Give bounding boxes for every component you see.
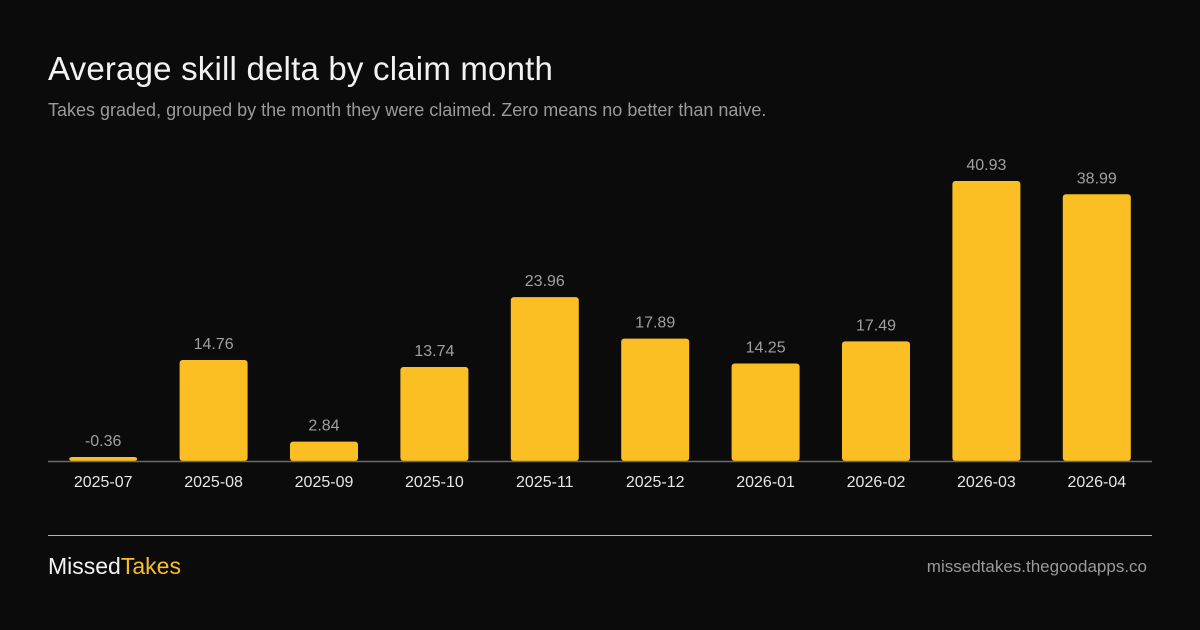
value-label-2025-12: 17.89 — [635, 315, 675, 332]
x-tick-label-2025-12: 2025-12 — [626, 474, 685, 491]
bar-2025-11 — [510, 297, 579, 461]
bar-2025-12 — [621, 338, 690, 461]
value-label-2026-04: 38.99 — [1077, 170, 1117, 187]
bar-2025-07 — [69, 457, 138, 461]
value-label-2025-07: -0.36 — [85, 433, 122, 450]
bars-group — [69, 181, 1131, 462]
brand-logo: MissedTakes — [48, 553, 181, 580]
value-label-2026-01: 14.25 — [746, 340, 786, 357]
value-label-2026-03: 40.93 — [966, 157, 1006, 174]
x-tick-label-2026-04: 2026-04 — [1067, 474, 1126, 491]
bar-2025-10 — [400, 367, 469, 461]
chart-subtitle: Takes graded, grouped by the month they … — [48, 100, 767, 120]
value-label-2025-08: 14.76 — [194, 336, 234, 353]
x-tick-label-2025-11: 2025-11 — [516, 474, 574, 491]
x-tick-label-2026-03: 2026-03 — [957, 474, 1016, 491]
footer-divider — [48, 535, 1152, 536]
value-labels-group: -0.36 14.76 2.84 13.74 23.96 17.89 14.25 17.49 4… — [85, 157, 1117, 450]
bar-2026-01 — [731, 363, 800, 461]
brand-name-second: Takes — [120, 553, 181, 579]
bar-2025-08 — [179, 360, 248, 461]
value-label-2025-11: 23.96 — [525, 273, 565, 290]
value-label-2025-10: 13.74 — [414, 343, 454, 360]
bar-2025-09 — [290, 441, 358, 461]
site-url: missedtakes.thegoodapps.co — [926, 557, 1147, 576]
value-label-2025-09: 2.84 — [308, 418, 339, 435]
x-tick-label-2026-02: 2026-02 — [847, 474, 906, 491]
x-tick-label-2025-09: 2025-09 — [295, 474, 354, 491]
value-label-2026-02: 17.49 — [856, 317, 896, 334]
chart-title: Average skill delta by claim month — [48, 50, 554, 87]
x-tick-label-2026-01: 2026-01 — [736, 474, 795, 491]
x-tick-label-2025-07: 2025-07 — [74, 474, 133, 491]
x-tick-labels-group: 2025-07 2025-08 2025-09 2025-10 2025-11 2025-… — [74, 474, 1126, 491]
x-tick-label-2025-08: 2025-08 — [184, 474, 243, 491]
bar-chart: -0.36 14.76 2.84 13.74 23.96 17.89 14.25 17.49 4… — [48, 157, 1152, 491]
brand-name-first: Missed — [48, 553, 121, 579]
x-tick-label-2025-10: 2025-10 — [405, 474, 464, 491]
bar-2026-03 — [952, 181, 1021, 461]
bar-2026-04 — [1062, 194, 1131, 462]
bar-2026-02 — [842, 341, 910, 461]
